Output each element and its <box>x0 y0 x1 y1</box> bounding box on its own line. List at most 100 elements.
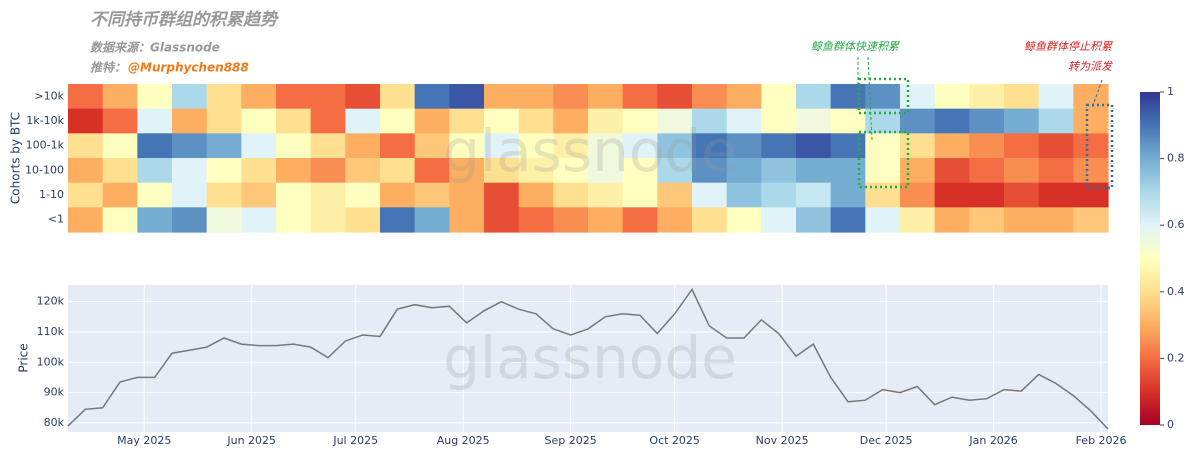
heat-cell <box>588 84 624 110</box>
heat-cell <box>102 108 138 134</box>
heat-cell <box>588 158 624 184</box>
heat-cell <box>241 84 277 110</box>
heat-cell <box>102 182 138 208</box>
heat-cell <box>934 133 970 159</box>
heat-cell <box>241 158 277 184</box>
heat-cell <box>414 133 450 159</box>
y-axis-label: Cohorts by BTC <box>9 112 23 204</box>
heat-cell <box>796 207 832 233</box>
heat-cell <box>796 84 832 110</box>
heat-cell <box>1004 84 1040 110</box>
twitter-handle: @Murphychen888 <box>128 61 249 75</box>
y-tick-label: 120k <box>37 295 65 308</box>
heat-cell <box>692 207 728 233</box>
y-tick-label: 1k-10k <box>26 114 64 127</box>
y-tick-label: <1 <box>48 213 64 226</box>
heat-cell <box>1073 108 1109 134</box>
heat-cell <box>657 133 693 159</box>
heat-cell <box>172 158 208 184</box>
heat-cell <box>449 133 485 159</box>
heat-cell <box>1073 158 1109 184</box>
price-line <box>67 288 1109 430</box>
heat-cell <box>276 207 312 233</box>
heat-cell <box>588 133 624 159</box>
heat-cell <box>657 108 693 134</box>
heat-cell <box>657 158 693 184</box>
heat-cell <box>761 108 797 134</box>
heat-cell <box>276 108 312 134</box>
heat-cell <box>692 158 728 184</box>
heat-cell <box>449 207 485 233</box>
heat-cell <box>102 84 138 110</box>
heat-cell <box>310 182 346 208</box>
heat-cell <box>657 84 693 110</box>
heat-cell <box>518 84 554 110</box>
y-tick-label: 80k <box>44 416 65 429</box>
heat-cell <box>761 207 797 233</box>
heat-cell <box>137 108 173 134</box>
watermark: glassnode <box>443 324 737 392</box>
heat-cell <box>900 133 936 159</box>
plot-background <box>68 285 1108 432</box>
heat-cell <box>588 207 624 233</box>
highlight-box <box>857 77 910 115</box>
heat-cell <box>206 133 242 159</box>
y-tick-label: 110k <box>37 325 65 338</box>
heat-cell <box>622 84 658 110</box>
heat-cell <box>865 207 901 233</box>
heat-cell <box>414 158 450 184</box>
heat-cell <box>380 182 416 208</box>
y-tick-label: 1-10 <box>39 188 64 201</box>
heat-cell <box>761 182 797 208</box>
x-tick-label: Oct 2025 <box>649 434 700 447</box>
heat-cell <box>622 133 658 159</box>
heat-cell <box>241 108 277 134</box>
heat-cell <box>310 158 346 184</box>
heat-cell <box>761 158 797 184</box>
heat-cell <box>761 133 797 159</box>
heat-cell <box>1004 182 1040 208</box>
colorbar-tick-label: 0.4 <box>1167 285 1185 298</box>
heat-cell <box>1073 207 1109 233</box>
heat-cell <box>345 84 381 110</box>
heat-cell <box>345 108 381 134</box>
y-tick-label: 90k <box>44 386 65 399</box>
heat-cell <box>172 133 208 159</box>
heat-cell <box>484 158 520 184</box>
heat-cell <box>449 182 485 208</box>
heat-cell <box>345 158 381 184</box>
heat-cell <box>1073 133 1109 159</box>
heat-cell <box>622 108 658 134</box>
x-tick-label: Dec 2025 <box>860 434 913 447</box>
heat-cell <box>310 207 346 233</box>
heat-cell <box>553 133 589 159</box>
heat-cell <box>726 84 762 110</box>
heat-cell <box>900 207 936 233</box>
source: 数据来源：Glassnode <box>90 41 220 55</box>
heat-cell <box>380 207 416 233</box>
heat-cell <box>622 182 658 208</box>
heat-cell <box>172 182 208 208</box>
heat-cell <box>68 158 104 184</box>
heat-cell <box>830 158 866 184</box>
heat-cell <box>276 133 312 159</box>
heat-cell <box>1004 133 1040 159</box>
heat-cell <box>206 84 242 110</box>
heat-cell <box>310 133 346 159</box>
heat-cell <box>1038 182 1074 208</box>
heat-cell <box>206 182 242 208</box>
y-tick-label: 100-1k <box>26 139 65 152</box>
heat-cell <box>553 182 589 208</box>
heat-cell <box>345 133 381 159</box>
heat-cell <box>380 84 416 110</box>
colorbar <box>1140 92 1160 425</box>
heat-cell <box>692 108 728 134</box>
heat-cell <box>1073 182 1109 208</box>
heat-cell <box>830 133 866 159</box>
heat-cell <box>553 158 589 184</box>
heat-cell <box>276 158 312 184</box>
heat-cell <box>900 158 936 184</box>
heat-cell <box>68 207 104 233</box>
heat-cell <box>622 158 658 184</box>
heat-cell <box>518 207 554 233</box>
